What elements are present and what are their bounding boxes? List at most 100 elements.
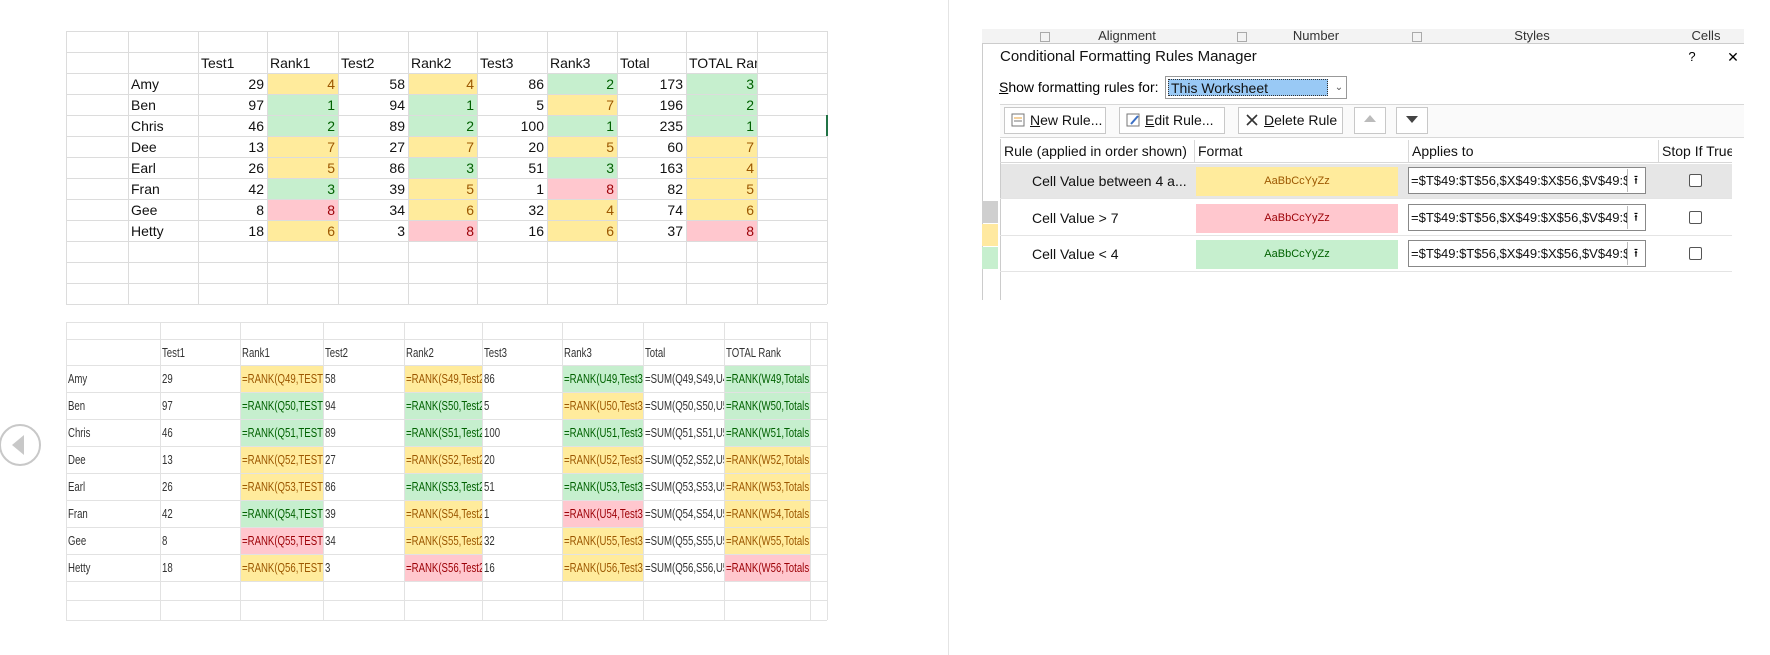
cell-value: 8 (606, 180, 614, 197)
cell-value: 39 (389, 180, 405, 197)
cell-value: 42 (248, 180, 264, 197)
grid-line (66, 178, 827, 179)
grid-line (1194, 140, 1195, 162)
nav-back[interactable] (0, 424, 44, 468)
cell-value: 1 (746, 117, 754, 134)
formula: 51 (484, 479, 495, 494)
cell-value: 13 (248, 138, 264, 155)
grid-line (827, 31, 828, 304)
cell-value: 196 (659, 96, 683, 113)
ribbon-launcher[interactable] (1412, 32, 1422, 42)
highlight (686, 136, 757, 157)
close-button[interactable]: ✕ (1727, 49, 1739, 65)
formula: =RANK(Q52,TEST1,0) (242, 452, 323, 467)
highlight (240, 365, 323, 392)
highlight (547, 157, 617, 178)
grid-line (323, 322, 324, 620)
cell-value: 5 (536, 96, 544, 113)
grid-line (404, 322, 405, 620)
formula: 46 (162, 425, 173, 440)
grid-line (66, 322, 67, 620)
highlight (408, 115, 477, 136)
grid-line (66, 241, 827, 242)
applies-to[interactable]: =$T$49:$T$56,$X$49:$X$56,$V$49:$V (1408, 240, 1646, 267)
applies-to[interactable]: =$T$49:$T$56,$X$49:$X$56,$V$49:$V (1408, 167, 1646, 194)
formula: =RANK(S49,Test2,0) (406, 371, 482, 386)
highlight (404, 554, 482, 581)
highlight (267, 73, 338, 94)
highlight (724, 419, 810, 446)
toolbar-button[interactable] (1119, 107, 1225, 134)
row-name: Gee (68, 533, 87, 548)
grid-line (66, 339, 827, 340)
formula: 32 (484, 533, 495, 548)
range-picker[interactable]: ⭱ (1627, 206, 1644, 229)
cell-value: 89 (389, 117, 405, 134)
toolbar-button[interactable] (1238, 107, 1343, 134)
cell-value: 18 (248, 222, 264, 239)
grid-line (160, 322, 161, 620)
help-button[interactable]: ? (1688, 49, 1696, 64)
ribbon-group[interactable]: Number (1292, 28, 1340, 43)
formula: 1 (484, 506, 490, 521)
highlight (562, 554, 643, 581)
cell-value: 235 (659, 117, 683, 134)
cell-value: 2 (327, 117, 335, 134)
cell-value: 8 (256, 201, 264, 218)
cell-value: 2 (606, 75, 614, 92)
highlight (404, 446, 482, 473)
ribbon-group[interactable]: Alignment (1098, 28, 1156, 43)
highlight (562, 392, 643, 419)
stop-checkbox[interactable] (1689, 247, 1702, 260)
formula: =RANK(U50,Test3,0) (564, 398, 643, 413)
ribbon-group[interactable]: Styles (1514, 28, 1550, 43)
row-name: Earl (131, 159, 156, 176)
button-icon (1244, 112, 1260, 128)
move-button[interactable] (1396, 107, 1428, 134)
row-name: Amy (68, 371, 88, 386)
ribbon-launcher[interactable] (1237, 32, 1247, 42)
grid-line (66, 581, 827, 582)
stop-checkbox[interactable] (1689, 174, 1702, 187)
stop-checkbox[interactable] (1689, 211, 1702, 224)
grid-line (66, 527, 827, 528)
toolbar-button[interactable] (1004, 107, 1106, 134)
highlight (547, 73, 617, 94)
column-header: Rank3 (550, 54, 591, 71)
formula: 18 (162, 560, 173, 575)
highlight (240, 554, 323, 581)
grid-line (66, 322, 827, 323)
ribbon-launcher[interactable] (1040, 32, 1050, 42)
formula: =SUM(Q56,S56,U56) (645, 560, 724, 575)
formula: 29 (162, 371, 173, 386)
column-header: Applies to (1412, 143, 1474, 159)
applies-to[interactable]: =$T$49:$T$56,$X$49:$X$56,$V$49:$V (1408, 204, 1646, 231)
highlight (562, 473, 643, 500)
move-button[interactable] (1354, 107, 1386, 134)
highlight (267, 157, 338, 178)
cell-value: 100 (520, 117, 544, 134)
cell-value: 29 (248, 75, 264, 92)
range-picker[interactable]: ⭱ (1627, 242, 1644, 265)
formula: =RANK(Q50,TEST1,0) (242, 398, 323, 413)
highlight (686, 94, 757, 115)
ribbon-group[interactable]: Cells (1691, 28, 1721, 43)
highlight (547, 115, 617, 136)
column-header: TOTAL Rank (726, 344, 781, 360)
formula: =RANK(Q49,TEST1,0) (242, 371, 323, 386)
highlight (408, 220, 477, 241)
grid-line (66, 600, 827, 601)
range-picker[interactable]: ⭱ (1627, 169, 1644, 192)
cell-value: 3 (327, 180, 335, 197)
rule-text[interactable]: Cell Value < 4 (1032, 246, 1119, 262)
formula: =RANK(U53,Test3,0) (564, 479, 643, 494)
formula: 34 (325, 533, 336, 548)
formula: =SUM(Q50,S50,U50) (645, 398, 724, 413)
row-name: Hetty (68, 560, 91, 575)
rule-text[interactable]: Cell Value > 7 (1032, 210, 1119, 226)
rule-text[interactable]: Cell Value between 4 a... (1032, 173, 1187, 189)
cell-value: 74 (667, 201, 683, 218)
cell-value: 3 (397, 222, 405, 239)
highlight (686, 157, 757, 178)
formula: =SUM(Q53,S53,U53) (645, 479, 724, 494)
